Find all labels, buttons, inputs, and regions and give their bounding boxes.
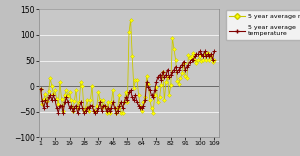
- Legend: 5 year average rain, 5 year average
temperature: 5 year average rain, 5 year average temp…: [226, 10, 300, 40]
